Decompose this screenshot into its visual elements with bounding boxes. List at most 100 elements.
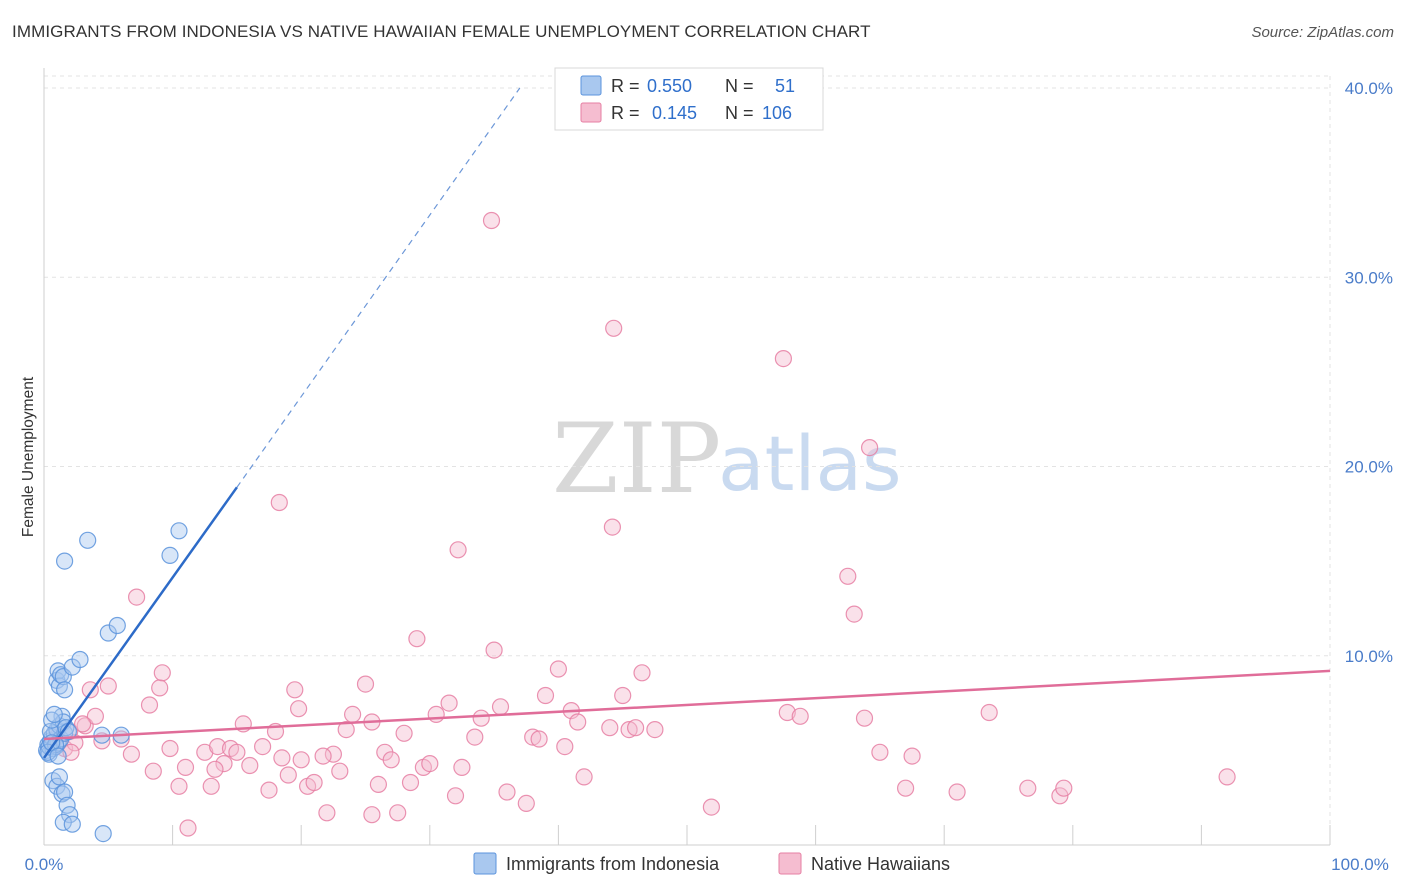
hawaiian-point (948, 783, 966, 801)
legend-swatch-indonesia (580, 75, 602, 96)
hawaiian-point (144, 762, 162, 780)
y-axis-label: Female Unemployment (20, 376, 37, 537)
hawaiian-point (314, 747, 332, 765)
hawaiian-point (601, 719, 619, 737)
hawaiian-point (140, 696, 159, 714)
hawaiian-point (206, 760, 224, 778)
hawaiian-point (1055, 779, 1073, 797)
watermark: ZIP atlas (552, 403, 902, 515)
hawaiian-point (536, 686, 555, 705)
hawaiian-point (530, 730, 548, 748)
hawaiian-point (241, 756, 259, 775)
hawaiian-point (421, 754, 439, 773)
indonesia-point (50, 768, 69, 786)
hawaiian-point (228, 743, 246, 761)
hawaiian-point (556, 737, 574, 756)
hawaiian-point (318, 804, 336, 822)
hawaiian-point (286, 681, 304, 699)
hawaiian-point (62, 743, 80, 761)
hawaiian-point (337, 720, 355, 739)
y-tick-label: 10.0% (1345, 647, 1393, 666)
hawaiian-point (774, 350, 793, 368)
hawaiian-point (153, 664, 171, 682)
chart-source: Source: ZipAtlas.com (1251, 24, 1394, 41)
hawaiian-point (860, 439, 879, 457)
hawaiian-point (871, 743, 889, 761)
legend-n-label-hawaiians: N = (725, 103, 754, 123)
hawaiian-point (646, 720, 664, 739)
y-tick-label: 40.0% (1345, 79, 1393, 98)
indonesia-point (71, 650, 89, 669)
hawaiian-point (482, 211, 501, 230)
hawaiian-point (324, 745, 342, 763)
hawaiian-point (254, 737, 272, 756)
hawaiian-point (839, 567, 857, 585)
legend-r-label-hawaiians: R = (611, 103, 640, 123)
hawaiian-point (151, 679, 169, 697)
indonesia-trend-extension (236, 87, 521, 488)
indonesia-point (63, 815, 81, 833)
hawaiian-point (778, 703, 796, 722)
hawaiian-point (903, 747, 921, 765)
hawaiian-point (466, 728, 484, 746)
bottom-legend-swatch-indonesia (473, 852, 497, 875)
chart-title: IMMIGRANTS FROM INDONESIA VS NATIVE HAWA… (12, 22, 871, 41)
indonesia-point (170, 522, 188, 540)
hawaiian-point (408, 630, 426, 648)
hawaiian-point (896, 779, 915, 797)
hawaiian-point (614, 686, 632, 705)
hawaiian-point (633, 664, 651, 682)
legend-r-value-indonesia: 0.550 (647, 76, 692, 96)
hawaiian-point (215, 754, 233, 773)
hawaiian-point (427, 705, 445, 724)
hawaiian-point (290, 700, 308, 718)
indonesia-point (94, 824, 112, 843)
hawaiian-point (305, 773, 323, 792)
hawaiian-point (395, 724, 413, 742)
hawaiian-point (549, 660, 568, 678)
hawaiian-point (491, 698, 510, 716)
hawaiian-point (440, 694, 458, 712)
hawaiian-point (446, 787, 465, 805)
hawaiian-point (485, 641, 503, 659)
hawaiian-point (575, 768, 593, 786)
hawaiian-point (73, 715, 92, 733)
x-ticks (43, 825, 1331, 845)
hawaiian-trend-line (43, 669, 1331, 741)
hawaiian-point (99, 677, 117, 695)
hawaiian-point (702, 798, 721, 816)
indonesia-point (45, 705, 63, 724)
x-tick-label-max: 100.0% (1331, 855, 1389, 874)
hawaiian-point (389, 804, 407, 822)
hawaiian-point (176, 758, 195, 777)
legend-r-value-hawaiians: 0.145 (652, 103, 697, 123)
watermark-zip: ZIP (552, 403, 721, 515)
legend-top: R = 0.550 N = 51 R = 0.145 N = 106 (554, 67, 824, 131)
hawaiian-point (620, 720, 638, 739)
hawaiian-point (382, 751, 400, 769)
hawaiian-point (980, 703, 998, 722)
hawaiian-point (1218, 768, 1236, 786)
bottom-legend-label-hawaiians: Native Hawaiians (811, 854, 950, 874)
hawaiian-point (179, 819, 197, 837)
legend-swatch-hawaiians (580, 102, 602, 123)
indonesia-point (79, 531, 97, 549)
x-tick-label-min: 0.0% (25, 855, 64, 874)
hawaiian-point (845, 605, 863, 623)
indonesia-point (108, 616, 126, 635)
hawaiian-point (569, 713, 587, 731)
indonesia-point (161, 546, 179, 565)
native-hawaiians-points (43, 211, 1236, 837)
y-tick-labels: 10.0% 20.0% 30.0% 40.0% (1345, 79, 1393, 666)
hawaiian-point (363, 806, 381, 824)
hawaiian-point (626, 719, 645, 737)
hawaiian-point (498, 783, 516, 801)
watermark-atlas: atlas (718, 419, 902, 508)
hawaiian-point (161, 739, 179, 758)
hawaiian-point (369, 775, 387, 794)
hawaiian-point (401, 773, 420, 792)
legend-r-label-indonesia: R = (611, 76, 640, 96)
hawaiian-point (603, 518, 622, 536)
indonesia-point (55, 552, 74, 570)
